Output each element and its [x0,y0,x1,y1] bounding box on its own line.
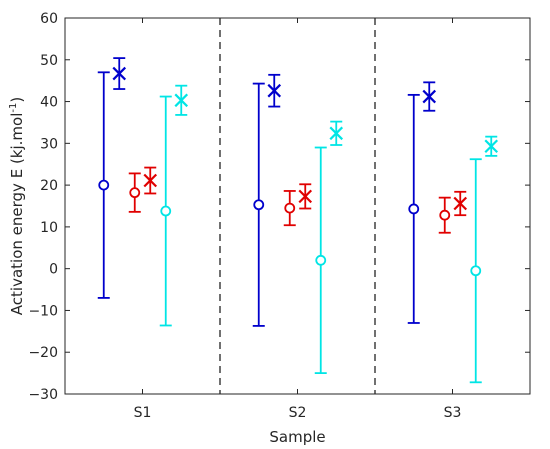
marker-x [453,196,468,211]
y-axis-label-main: Activation energy E (kj.mol [8,113,26,316]
plot-elements [97,18,499,394]
marker-circle [470,265,482,277]
x-axis-label: Sample [269,428,325,446]
y-tick-label: 20 [40,178,58,194]
errorbar-point [159,95,172,327]
errorbar-point [267,73,282,108]
y-tick-label: −30 [28,387,58,403]
errorbar-point [469,158,482,384]
y-tick-label: 30 [40,136,58,152]
marker-circle [253,199,265,211]
marker-circle [98,179,110,191]
errorbar-point [143,166,158,195]
y-tick-label: −20 [28,345,58,361]
y-tick-label: 0 [49,262,58,278]
errorbar-point [484,135,499,157]
y-tick-label: 40 [40,95,58,111]
y-axis-label-superscript: -1 [8,103,19,113]
marker-x [112,66,127,81]
marker-circle [315,254,327,266]
marker-x [267,83,282,98]
y-tick-label: −10 [28,303,58,319]
y-axis-label: Activation energy E (kj.mol-1) [8,97,26,315]
errorbar-point [128,172,141,213]
errorbar-point [438,196,451,234]
x-axis-ticks: S1 S2 S3 [134,18,462,421]
errorbar-point [112,57,127,90]
errorbar-point [174,84,189,116]
errorbar-point [252,82,265,327]
marker-x [422,89,437,104]
x-tick-label: S2 [289,405,307,421]
errorbar-point [453,190,468,217]
y-tick-label: 10 [40,220,58,236]
marker-circle [408,203,420,215]
errorbar-point [314,146,327,375]
x-tick-label: S1 [134,405,152,421]
y-axis-label-end: ) [8,97,26,103]
y-tick-label: 60 [40,11,58,27]
errorbar-point [97,71,110,299]
x-tick-label: S3 [444,405,462,421]
errorbar-point [283,190,296,227]
marker-circle [284,202,296,214]
y-tick-label: 50 [40,53,58,69]
marker-x [329,126,344,141]
marker-circle [439,209,451,221]
marker-x [298,189,313,204]
marker-circle [129,187,141,199]
y-axis-ticks: −30 −20 −10 0 10 20 30 40 50 60 [28,11,530,403]
errorbar-point [422,81,437,112]
errorbar-point [329,120,344,146]
marker-x [174,93,189,108]
errorbar-point [407,93,420,324]
marker-x [484,139,499,154]
marker-x [143,173,158,188]
marker-circle [160,205,172,217]
errorbar-point [298,183,313,210]
